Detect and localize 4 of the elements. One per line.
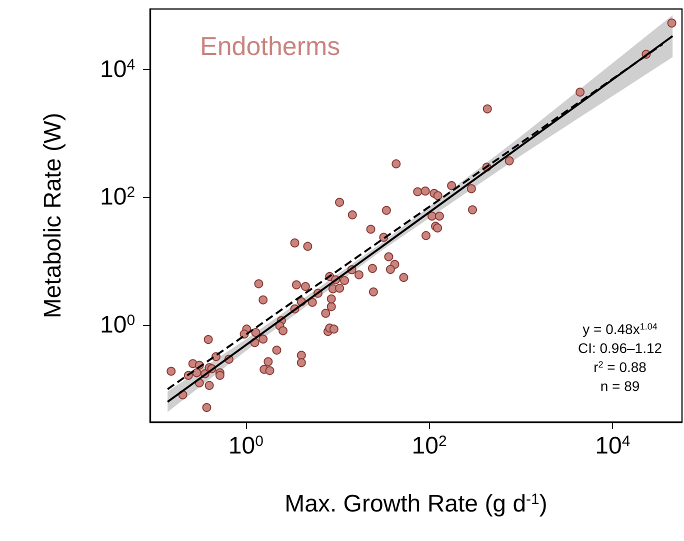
y-axis-title: Metabolic Rate (W) xyxy=(40,112,66,318)
text: Endotherms xyxy=(200,31,340,61)
annotation: n = 89 xyxy=(600,378,640,394)
annotation: CI: 0.96–1.12 xyxy=(578,340,662,356)
